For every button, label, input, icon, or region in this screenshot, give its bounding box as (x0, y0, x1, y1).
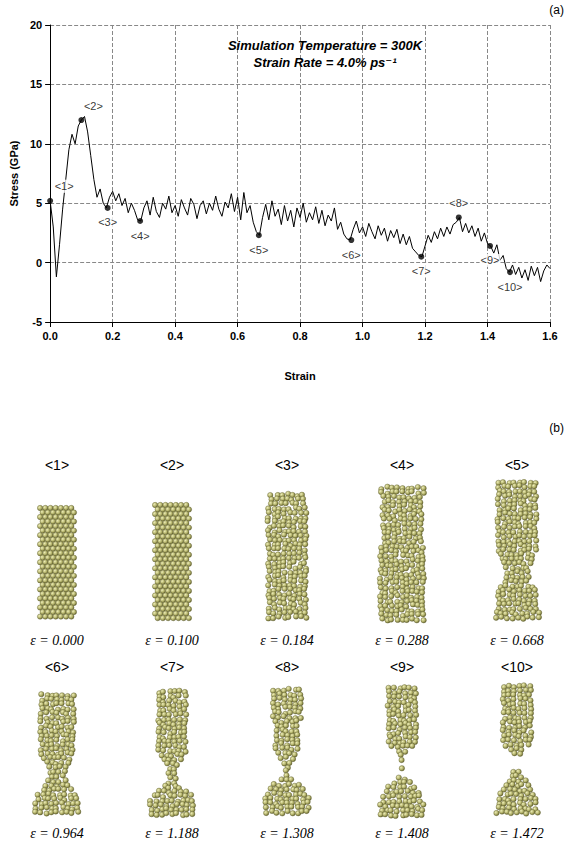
svg-text:ε = 1.472: ε = 1.472 (490, 826, 543, 841)
svg-text:1.2: 1.2 (417, 330, 432, 342)
svg-text:ε = 1.188: ε = 1.188 (145, 826, 198, 841)
svg-text:Simulation Temperature = 300K: Simulation Temperature = 300K (228, 38, 424, 53)
svg-text:<7>: <7> (412, 265, 431, 277)
svg-text:ε = 0.100: ε = 0.100 (145, 633, 198, 648)
svg-text:<4>: <4> (131, 230, 150, 242)
svg-text:<9>: <9> (481, 254, 500, 266)
svg-text:<3>: <3> (275, 457, 299, 473)
svg-text:ε = 0.288: ε = 0.288 (375, 633, 428, 648)
svg-text:<4>: <4> (390, 457, 414, 473)
svg-text:<3>: <3> (98, 216, 117, 228)
svg-text:1.6: 1.6 (542, 330, 557, 342)
svg-text:1.0: 1.0 (355, 330, 370, 342)
svg-text:<2>: <2> (160, 457, 184, 473)
svg-text:0: 0 (36, 257, 42, 269)
svg-text:ε = 0.184: ε = 0.184 (260, 633, 313, 648)
svg-text:<1>: <1> (45, 457, 69, 473)
svg-text:<8>: <8> (449, 197, 468, 209)
svg-text:<6>: <6> (342, 249, 361, 261)
svg-text:10: 10 (30, 138, 42, 150)
svg-text:0.4: 0.4 (167, 330, 183, 342)
svg-text:0.2: 0.2 (105, 330, 120, 342)
svg-text:ε = 1.308: ε = 1.308 (260, 826, 313, 841)
svg-text:ε = 0.668: ε = 0.668 (490, 633, 543, 648)
svg-text:5: 5 (36, 197, 42, 209)
svg-text:20: 20 (30, 19, 42, 31)
svg-text:(a): (a) (549, 3, 564, 17)
svg-text:<10>: <10> (497, 281, 522, 293)
svg-text:ε = 0.000: ε = 0.000 (30, 633, 83, 648)
svg-text:0.0: 0.0 (42, 330, 57, 342)
svg-text:15: 15 (30, 78, 42, 90)
svg-text:<7>: <7> (160, 659, 184, 675)
svg-text:Stress (GPa): Stress (GPa) (8, 140, 20, 206)
svg-text:<5>: <5> (249, 244, 268, 256)
svg-text:-5: -5 (32, 316, 42, 328)
svg-text:<8>: <8> (275, 659, 299, 675)
svg-text:(b): (b) (549, 421, 564, 435)
svg-text:<5>: <5> (505, 457, 529, 473)
svg-text:1.4: 1.4 (480, 330, 496, 342)
svg-text:0.6: 0.6 (230, 330, 245, 342)
svg-text:ε = 1.408: ε = 1.408 (375, 826, 428, 841)
svg-text:<2>: <2> (84, 100, 103, 112)
svg-text:<1>: <1> (55, 180, 74, 192)
svg-text:Strain Rate = 4.0% ps⁻¹: Strain Rate = 4.0% ps⁻¹ (253, 55, 397, 70)
svg-text:ε = 0.964: ε = 0.964 (30, 826, 83, 841)
svg-text:Strain: Strain (284, 370, 315, 382)
svg-text:0.8: 0.8 (292, 330, 307, 342)
svg-text:<9>: <9> (390, 659, 414, 675)
svg-text:<10>: <10> (501, 659, 533, 675)
svg-text:<6>: <6> (45, 659, 69, 675)
